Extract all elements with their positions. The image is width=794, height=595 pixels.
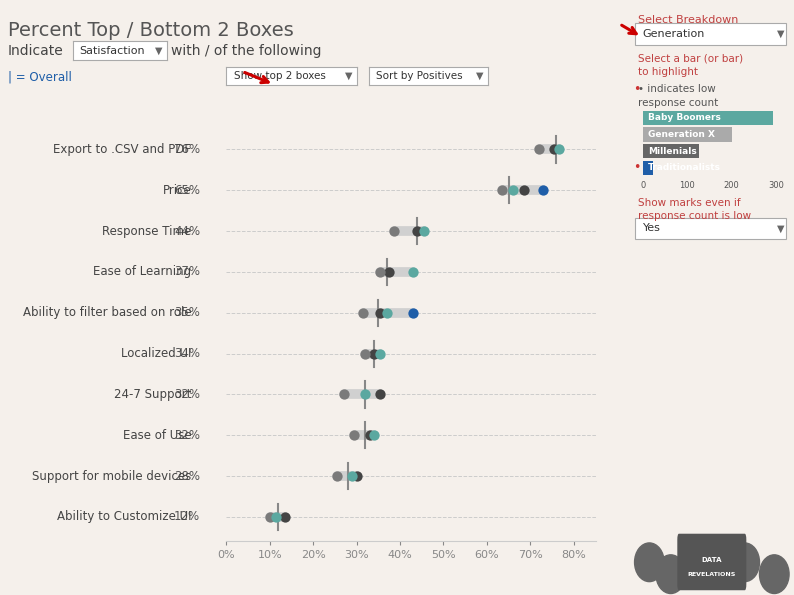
Text: • indicates low: • indicates low: [638, 84, 715, 95]
Text: Export to .CSV and PDF: Export to .CSV and PDF: [53, 143, 191, 156]
Point: [337, 390, 350, 399]
Text: with / of the following: with / of the following: [171, 43, 322, 58]
FancyBboxPatch shape: [634, 218, 786, 239]
Point: [407, 267, 419, 277]
FancyBboxPatch shape: [634, 23, 786, 45]
FancyBboxPatch shape: [643, 161, 653, 175]
Point: [270, 512, 283, 522]
Text: Show top 2 boxes: Show top 2 boxes: [234, 71, 326, 81]
Text: Percent Top / Bottom 2 Boxes: Percent Top / Bottom 2 Boxes: [8, 21, 294, 40]
Text: ▼: ▼: [155, 46, 162, 55]
Text: Sort by Positives: Sort by Positives: [376, 71, 463, 81]
Text: to highlight: to highlight: [638, 67, 698, 77]
Text: 32%: 32%: [174, 429, 200, 441]
Text: •: •: [633, 83, 640, 96]
Point: [418, 226, 430, 236]
Ellipse shape: [656, 555, 685, 594]
Ellipse shape: [760, 555, 789, 594]
Text: 65%: 65%: [174, 184, 200, 197]
Text: Ability to filter based on role: Ability to filter based on role: [23, 306, 191, 320]
Text: Indicate: Indicate: [8, 43, 64, 58]
Point: [380, 308, 393, 318]
Text: Satisfaction: Satisfaction: [79, 46, 145, 55]
Point: [364, 431, 376, 440]
Point: [279, 512, 291, 522]
Point: [374, 390, 387, 399]
Text: Ease of Learning: Ease of Learning: [93, 265, 191, 278]
Text: DATA: DATA: [702, 558, 722, 563]
Text: 34%: 34%: [174, 347, 200, 360]
Point: [359, 349, 372, 358]
Text: •: •: [633, 161, 640, 174]
Point: [368, 431, 380, 440]
Point: [537, 186, 549, 195]
Text: Price: Price: [163, 184, 191, 197]
Point: [368, 349, 380, 358]
Text: response count: response count: [638, 98, 718, 108]
Text: Localized UI: Localized UI: [121, 347, 191, 360]
Text: 12%: 12%: [174, 511, 200, 524]
FancyBboxPatch shape: [643, 111, 773, 125]
Point: [374, 267, 387, 277]
Point: [507, 186, 519, 195]
Text: Support for mobile devices: Support for mobile devices: [32, 469, 191, 483]
Point: [518, 186, 530, 195]
Text: 0: 0: [640, 181, 646, 190]
Text: 100: 100: [680, 181, 695, 190]
Point: [357, 308, 369, 318]
Point: [350, 471, 363, 481]
FancyBboxPatch shape: [643, 127, 731, 142]
Text: Select Breakdown: Select Breakdown: [638, 15, 738, 25]
Text: 28%: 28%: [174, 469, 200, 483]
Text: 35%: 35%: [174, 306, 200, 320]
Point: [348, 431, 360, 440]
Point: [407, 308, 419, 318]
Text: Millenials: Millenials: [648, 146, 696, 156]
Text: 24-7 Support: 24-7 Support: [114, 388, 191, 401]
Text: Yes: Yes: [643, 224, 661, 233]
Point: [533, 145, 545, 154]
Text: ▼: ▼: [777, 224, 784, 233]
Text: Show marks even if: Show marks even if: [638, 198, 741, 208]
Point: [495, 186, 508, 195]
Text: ▼: ▼: [476, 71, 484, 81]
Text: ▼: ▼: [777, 29, 784, 39]
Text: ▼: ▼: [345, 71, 352, 81]
FancyBboxPatch shape: [643, 144, 699, 158]
Text: Ability to Customize UI: Ability to Customize UI: [57, 511, 191, 524]
Point: [411, 226, 424, 236]
Text: Select a bar (or bar): Select a bar (or bar): [638, 54, 743, 64]
Point: [346, 471, 359, 481]
Point: [359, 390, 372, 399]
Point: [374, 349, 387, 358]
Text: 37%: 37%: [174, 265, 200, 278]
Text: Ease of Use: Ease of Use: [123, 429, 191, 441]
Text: REVELATIONS: REVELATIONS: [688, 572, 736, 577]
Ellipse shape: [730, 543, 760, 582]
Point: [553, 145, 565, 154]
Point: [548, 145, 561, 154]
Text: Generation X: Generation X: [648, 130, 715, 139]
Text: 76%: 76%: [174, 143, 200, 156]
Point: [264, 512, 276, 522]
FancyBboxPatch shape: [677, 534, 746, 590]
Text: 300: 300: [768, 181, 784, 190]
Text: 32%: 32%: [174, 388, 200, 401]
Point: [374, 308, 387, 318]
Point: [330, 471, 343, 481]
Ellipse shape: [634, 543, 664, 582]
Text: | = Overall: | = Overall: [8, 70, 71, 83]
Text: Traditionalists: Traditionalists: [648, 163, 721, 173]
Point: [387, 226, 400, 236]
Text: Response Time: Response Time: [102, 225, 191, 237]
Text: 200: 200: [723, 181, 739, 190]
Text: 44%: 44%: [174, 225, 200, 237]
Text: response count is low: response count is low: [638, 211, 751, 221]
Point: [383, 267, 395, 277]
Text: Generation: Generation: [643, 29, 705, 39]
Text: Baby Boomers: Baby Boomers: [648, 113, 721, 123]
